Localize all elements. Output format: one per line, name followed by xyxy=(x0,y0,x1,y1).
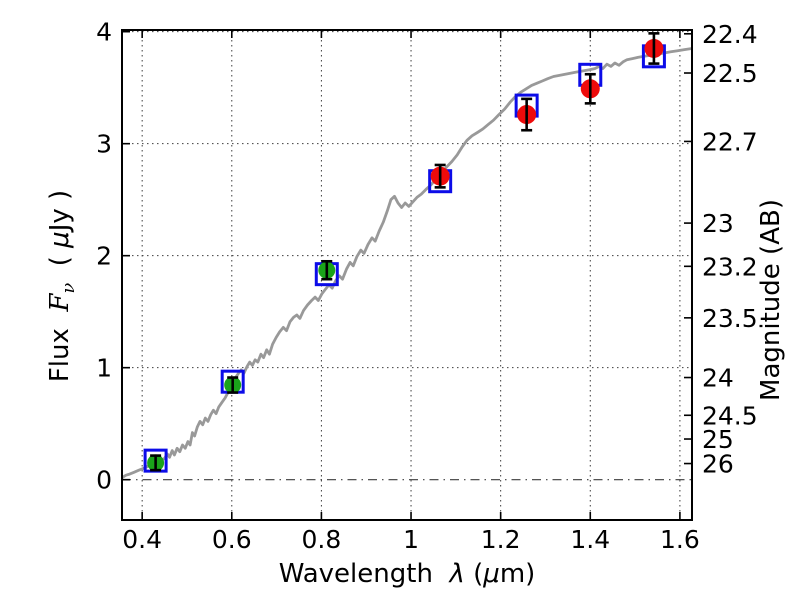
plot-frame xyxy=(121,29,693,521)
x-axis-unit-open: ( xyxy=(473,559,484,589)
y-tick-label-left: 2 xyxy=(96,242,112,271)
x-tick-label: 1 xyxy=(403,525,419,554)
x-tick-label: 0.4 xyxy=(122,525,162,554)
model-spectrum xyxy=(122,47,692,479)
y-tick-label-right: 22.4 xyxy=(702,20,758,49)
y-tick-label-right: 23.2 xyxy=(702,252,758,281)
x-axis-title-text: Wavelength xyxy=(278,559,433,589)
flux-symbol: F xyxy=(44,293,75,312)
lambda-symbol: λ xyxy=(449,559,465,589)
y-tick-label-left: 3 xyxy=(96,130,112,159)
y-tick-label-right: 22.7 xyxy=(702,127,758,156)
x-tick-label: 1.2 xyxy=(481,525,521,554)
y-tick-label-right: 23.5 xyxy=(702,304,758,333)
x-tick-label: 0.6 xyxy=(212,525,252,554)
mu-symbol: μ xyxy=(483,559,500,589)
y-tick-label-right: 25 xyxy=(702,425,734,454)
x-tick-label: 1.4 xyxy=(570,525,610,554)
x-axis-unit-close: m) xyxy=(499,559,536,589)
y-tick-label-right: 24.5 xyxy=(702,401,758,430)
mu-symbol: μ xyxy=(44,231,75,248)
x-axis-title: Wavelength λ (μm) xyxy=(279,559,536,589)
nu-subscript: ν xyxy=(59,282,80,294)
y-axis-unit-close: Jy ) xyxy=(44,189,75,232)
y-axis-title-left: Flux Fν ( μJy ) xyxy=(45,190,79,382)
y-axis-title-right: Magnitude (AB) xyxy=(756,199,786,401)
y-tick-label-right: 22.5 xyxy=(702,59,758,88)
y-axis-title-text: Flux xyxy=(44,328,75,383)
x-tick-label: 1.6 xyxy=(660,525,700,554)
x-tick-label: 0.8 xyxy=(302,525,342,554)
y-tick-label-right: 23 xyxy=(702,209,734,238)
y-tick-label-right: 24 xyxy=(702,364,734,393)
y-axis-unit-open: ( xyxy=(44,247,75,267)
y-tick-label-left: 0 xyxy=(96,466,112,495)
y-tick-label-left: 4 xyxy=(96,18,112,47)
plot-area-group xyxy=(122,30,692,520)
y-tick-label-left: 1 xyxy=(96,354,112,383)
y-tick-label-right: 26 xyxy=(702,450,734,479)
